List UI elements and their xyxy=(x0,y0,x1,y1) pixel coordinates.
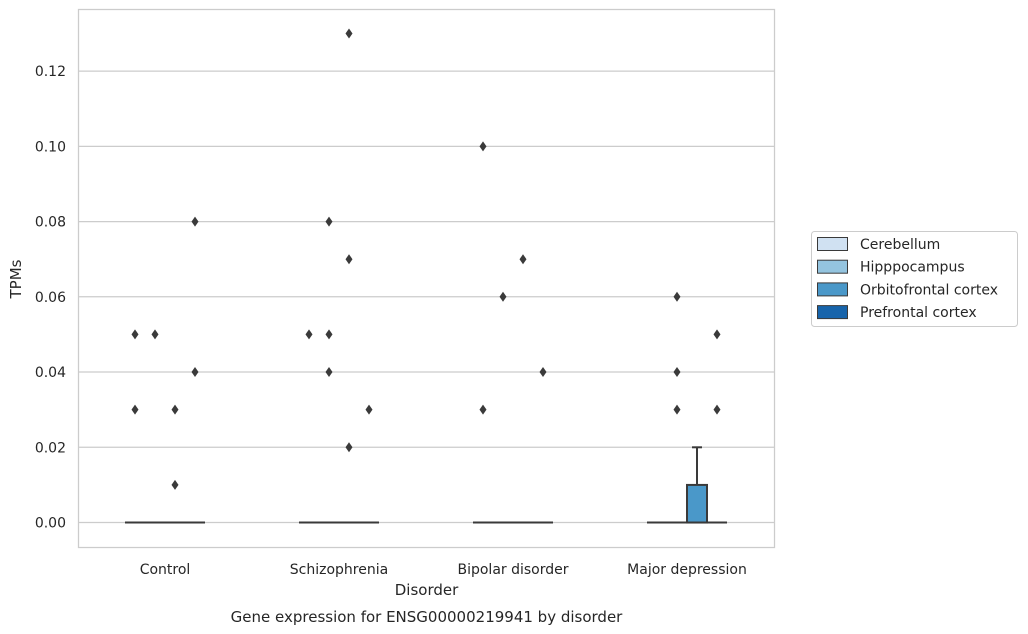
box-layer xyxy=(125,446,727,524)
y-tick-label: 0.10 xyxy=(35,139,66,155)
outlier-point xyxy=(305,329,313,340)
outlier-point xyxy=(191,367,199,378)
x-tick-label: Control xyxy=(140,562,191,578)
outlier-point xyxy=(171,404,179,415)
outlier-point xyxy=(365,404,373,415)
legend-swatch xyxy=(817,259,848,274)
outlier-point xyxy=(479,141,487,152)
outlier-point xyxy=(673,291,681,302)
outlier-point xyxy=(131,404,139,415)
outlier-layer xyxy=(131,28,721,490)
legend-swatch xyxy=(817,305,848,320)
outlier-point xyxy=(171,479,179,490)
legend-label: Cerebellum xyxy=(860,237,940,253)
x-axis: Control Schizophrenia Bipolar disorder Majo… xyxy=(140,562,747,578)
outlier-point xyxy=(713,404,721,415)
outlier-point xyxy=(325,216,333,227)
x-tick-label: Major depression xyxy=(627,562,747,578)
y-tick-label: 0.00 xyxy=(35,516,66,532)
outlier-point xyxy=(345,28,353,39)
outlier-point xyxy=(325,329,333,340)
legend-label: Hipppocampus xyxy=(860,260,965,276)
legend-swatch xyxy=(817,282,848,297)
legend-label: Orbitofrontal cortex xyxy=(860,282,998,298)
legend-items: Cerebellum Hipppocampus Orbitofrontal cort… xyxy=(817,237,998,321)
x-tick-label: Schizophrenia xyxy=(290,562,388,578)
y-tick-label: 0.08 xyxy=(35,215,66,231)
x-axis-label: Disorder xyxy=(395,581,459,599)
y-tick-label: 0.06 xyxy=(35,290,66,306)
outlier-point xyxy=(151,329,159,340)
legend: Cerebellum Hipppocampus Orbitofrontal cort… xyxy=(811,231,1018,327)
outlier-point xyxy=(131,329,139,340)
outlier-point xyxy=(713,329,721,340)
outlier-point xyxy=(539,367,547,378)
chart-caption: Gene expression for ENSG00000219941 by d… xyxy=(231,608,624,626)
outlier-point xyxy=(673,404,681,415)
outlier-point xyxy=(673,367,681,378)
outlier-point xyxy=(345,254,353,265)
outlier-point xyxy=(499,291,507,302)
y-tick-label: 0.04 xyxy=(35,365,66,381)
y-axis: 0.00 0.02 0.04 0.06 0.08 0.10 0.12 xyxy=(35,64,66,531)
legend-label: Prefrontal cortex xyxy=(860,305,977,321)
legend-frame xyxy=(811,231,1018,327)
outlier-point xyxy=(325,367,333,378)
plot-frame xyxy=(77,8,776,549)
outlier-point xyxy=(345,442,353,453)
outlier-point xyxy=(191,216,199,227)
outlier-point xyxy=(479,404,487,415)
y-tick-label: 0.02 xyxy=(35,440,66,456)
outlier-point xyxy=(519,254,527,265)
x-tick-label: Bipolar disorder xyxy=(457,562,568,578)
y-axis-label: TPMs xyxy=(7,259,25,299)
legend-swatch xyxy=(817,237,848,251)
box xyxy=(686,483,708,524)
grid-layer xyxy=(78,70,774,524)
y-tick-label: 0.12 xyxy=(35,64,66,80)
